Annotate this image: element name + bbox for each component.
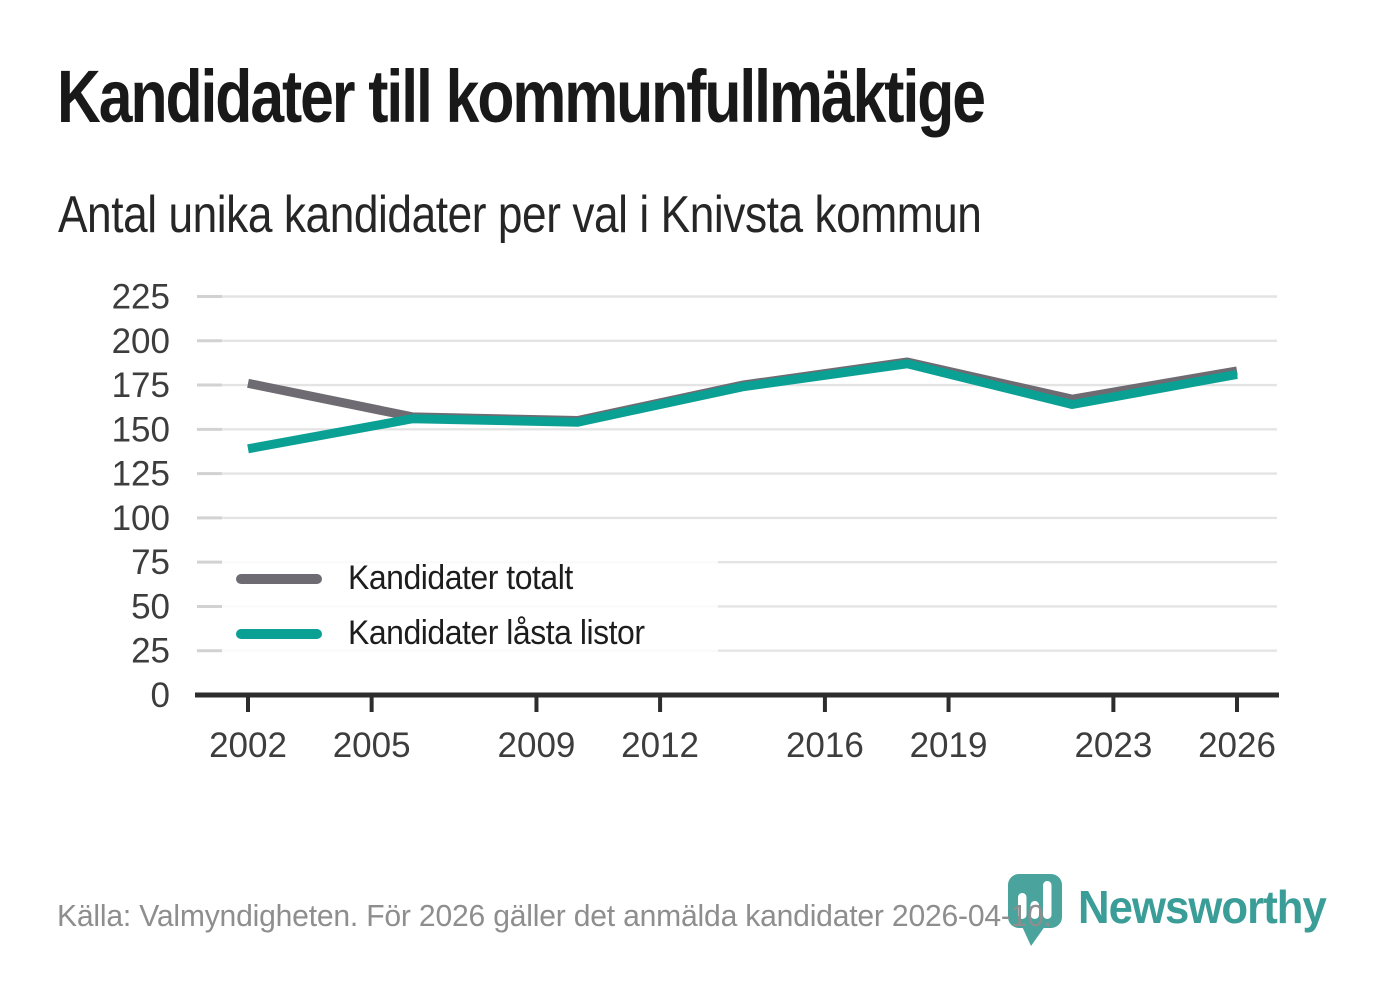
svg-text:2005: 2005 bbox=[333, 726, 411, 765]
svg-text:2009: 2009 bbox=[498, 726, 576, 765]
page-subtitle: Antal unika kandidater per val i Knivsta… bbox=[58, 186, 982, 244]
legend-item-total: Kandidater totalt bbox=[236, 559, 718, 598]
svg-text:125: 125 bbox=[112, 455, 170, 494]
legend-swatch-locked-line bbox=[236, 628, 322, 639]
svg-text:200: 200 bbox=[112, 322, 170, 361]
svg-text:2019: 2019 bbox=[910, 726, 988, 765]
svg-text:25: 25 bbox=[131, 632, 170, 671]
svg-text:50: 50 bbox=[131, 587, 170, 626]
legend-label-total: Kandidater totalt bbox=[348, 559, 573, 597]
page-title: Kandidater till kommunfullmäktige bbox=[57, 55, 986, 138]
legend-swatch-total-line bbox=[236, 573, 322, 584]
legend-item-locked: Kandidater låsta listor bbox=[236, 614, 718, 653]
svg-text:2026: 2026 bbox=[1198, 726, 1276, 765]
svg-text:2012: 2012 bbox=[621, 726, 699, 765]
svg-text:2016: 2016 bbox=[786, 726, 864, 765]
source-note: Källa: Valmyndigheten. För 2026 gäller d… bbox=[57, 898, 1052, 933]
newsworthy-wordmark: Newsworthy bbox=[1078, 881, 1327, 933]
legend-label-locked: Kandidater låsta listor bbox=[348, 614, 645, 652]
svg-text:2002: 2002 bbox=[209, 726, 287, 765]
svg-text:75: 75 bbox=[131, 543, 170, 582]
bar-chart-pin-icon bbox=[1008, 874, 1062, 946]
svg-text:0: 0 bbox=[151, 676, 170, 715]
newsworthy-logo: Newsworthy bbox=[1006, 872, 1339, 950]
svg-text:2023: 2023 bbox=[1074, 726, 1152, 765]
chart-legend: Kandidater totalt Kandidater låsta listo… bbox=[222, 549, 718, 663]
svg-text:175: 175 bbox=[112, 366, 170, 405]
svg-text:225: 225 bbox=[112, 278, 170, 317]
svg-text:100: 100 bbox=[112, 499, 170, 538]
svg-text:150: 150 bbox=[112, 410, 170, 449]
